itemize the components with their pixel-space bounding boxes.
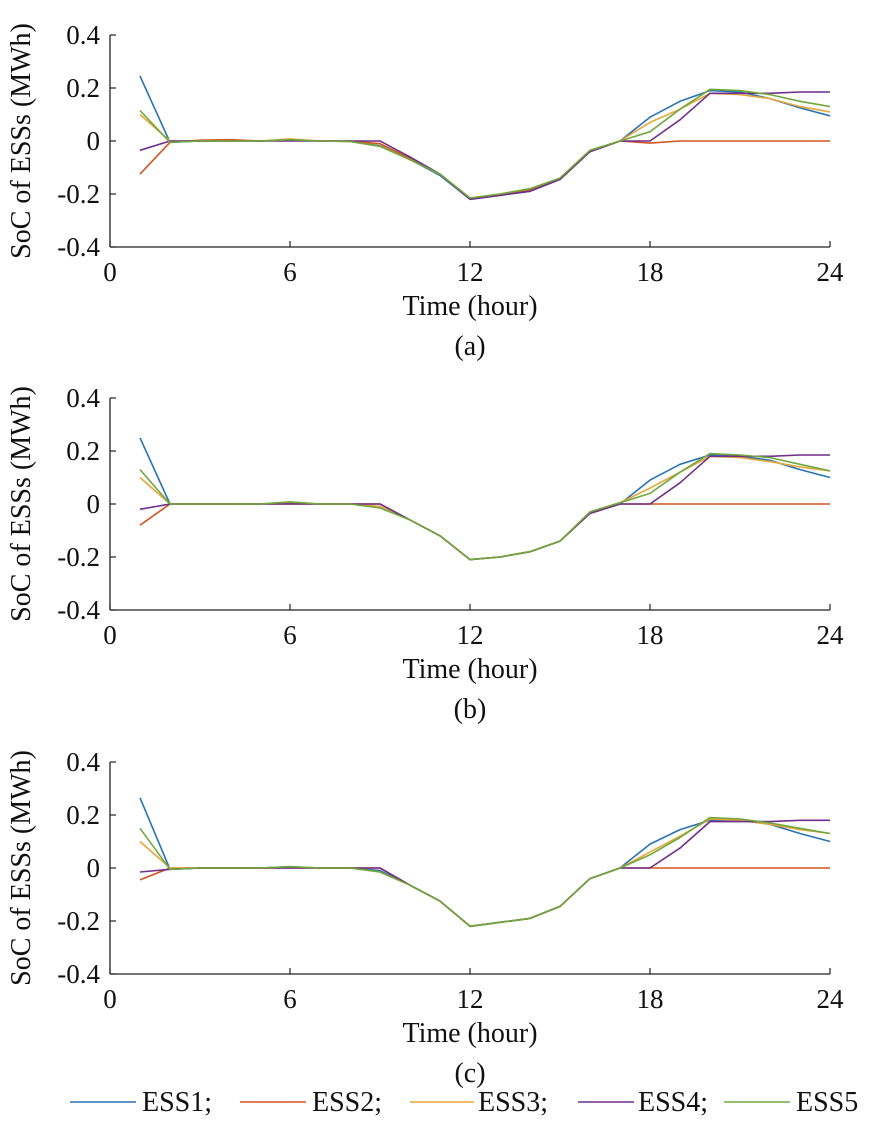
series-line-ess2 xyxy=(139,503,830,561)
series-line-ess2 xyxy=(139,867,830,928)
y-tick-label: 0.4 xyxy=(66,383,100,413)
y-tick-label: -0.2 xyxy=(57,906,100,936)
y-axis-label: SoC of ESSs (MWh) xyxy=(6,750,37,986)
y-tick-label: 0.2 xyxy=(66,436,100,466)
x-tick-label: 0 xyxy=(103,620,117,650)
panel-caption: (a) xyxy=(454,331,485,362)
legend-item-ess5: ESS5 xyxy=(724,1087,858,1118)
x-tick-label: 6 xyxy=(283,984,297,1014)
x-tick-label: 6 xyxy=(283,620,297,650)
x-tick-label: 24 xyxy=(817,257,845,287)
y-tick-label: 0.2 xyxy=(66,73,100,103)
series-line-ess4 xyxy=(139,91,830,201)
series-line-ess5 xyxy=(139,452,831,561)
y-tick-label: 0.4 xyxy=(66,747,100,777)
series-line-ess5 xyxy=(139,816,831,928)
legend-label: ESS3; xyxy=(478,1087,548,1118)
y-tick-label: 0.4 xyxy=(66,20,100,50)
legend-label: ESS4; xyxy=(638,1087,708,1118)
x-tick-label: 12 xyxy=(457,620,484,650)
y-axis-label: SoC of ESSs (MWh) xyxy=(6,23,37,259)
x-axis-label: Time (hour) xyxy=(402,1018,537,1049)
series-line-ess3 xyxy=(139,818,831,928)
x-tick-label: 0 xyxy=(103,257,117,287)
legend: ESS1; ESS2; ESS3; ESS4; ESS5 xyxy=(70,1087,858,1118)
series-line-ess2 xyxy=(139,138,830,199)
y-tick-label: -0.4 xyxy=(57,595,100,625)
x-tick-label: 18 xyxy=(637,984,664,1014)
x-tick-label: 12 xyxy=(457,984,484,1014)
y-tick-label: 0 xyxy=(87,489,101,519)
y-tick-label: 0 xyxy=(87,853,101,883)
y-tick-label: -0.2 xyxy=(57,542,100,572)
x-axis-label: Time (hour) xyxy=(402,291,537,322)
y-tick-label: 0.2 xyxy=(66,800,100,830)
legend-item-ess3: ESS3; xyxy=(410,1087,548,1118)
legend-label: ESS1; xyxy=(142,1087,212,1118)
series-line-ess4 xyxy=(139,819,830,928)
x-tick-label: 24 xyxy=(817,620,845,650)
y-tick-label: -0.2 xyxy=(57,179,100,209)
x-tick-label: 18 xyxy=(637,620,664,650)
x-axis-label: Time (hour) xyxy=(402,654,537,685)
y-axis-label: SoC of ESSs (MWh) xyxy=(6,386,37,622)
series-line-ess3 xyxy=(139,455,831,561)
series-line-ess5 xyxy=(139,88,831,199)
legend-label: ESS2; xyxy=(312,1087,382,1118)
panel-caption: (b) xyxy=(454,694,487,725)
y-tick-label: -0.4 xyxy=(57,232,100,262)
legend-label: ESS5 xyxy=(796,1087,858,1118)
y-tick-label: -0.4 xyxy=(57,959,100,989)
series-line-ess1 xyxy=(139,797,831,928)
x-tick-label: 12 xyxy=(457,257,484,287)
x-tick-label: 24 xyxy=(817,984,845,1014)
x-tick-label: 0 xyxy=(103,984,117,1014)
panel-caption: (c) xyxy=(454,1058,485,1089)
y-tick-label: 0 xyxy=(87,126,101,156)
x-tick-label: 18 xyxy=(637,257,664,287)
x-tick-label: 6 xyxy=(283,257,297,287)
series-line-ess4 xyxy=(139,454,830,561)
legend-item-ess1: ESS1; xyxy=(70,1087,212,1118)
legend-item-ess2: ESS2; xyxy=(240,1087,382,1118)
legend-item-ess4: ESS4; xyxy=(578,1087,708,1118)
series-line-ess3 xyxy=(139,92,831,199)
